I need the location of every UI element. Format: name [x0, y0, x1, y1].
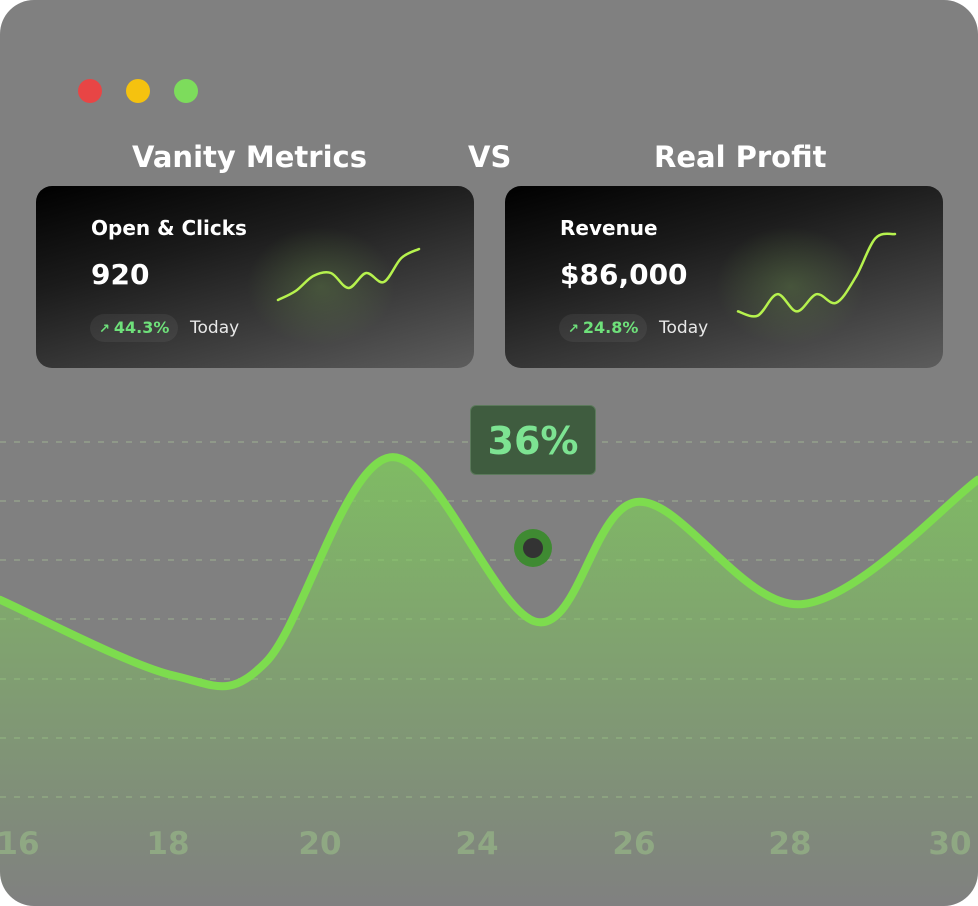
x-axis-tick-label: 24 [455, 826, 499, 862]
revenue-card[interactable]: Revenue $86,000 ↗ 24.8% Today [505, 186, 943, 368]
minimize-window-dot[interactable] [126, 79, 150, 103]
card-value: $86,000 [560, 258, 688, 291]
x-axis-tick-label: 16 [0, 826, 40, 862]
chart-series-line [0, 453, 978, 691]
chart-area-fill [0, 457, 978, 906]
period-label: Today [190, 318, 240, 338]
highlight-value-tooltip: 36% [470, 405, 596, 475]
card-glow [246, 226, 396, 346]
highlight-point [523, 538, 543, 558]
revenue-sparkline [736, 232, 897, 318]
card-label: Open & Clicks [91, 216, 247, 240]
change-value: 44.3% [113, 318, 170, 337]
open-clicks-card[interactable]: Open & Clicks 920 ↗ 44.3% Today [36, 186, 474, 368]
card-label: Revenue [560, 216, 658, 240]
x-axis-tick-label: 20 [298, 826, 342, 862]
period-label: Today [659, 318, 709, 338]
change-value: 24.8% [582, 318, 639, 337]
x-axis-tick-label: 28 [768, 826, 812, 862]
card-glow [715, 226, 865, 346]
vs-label: VS [468, 140, 512, 174]
trend-up-arrow-icon: ↗ [99, 322, 110, 337]
x-axis-tick-label: 26 [612, 826, 656, 862]
close-window-dot[interactable] [78, 79, 102, 103]
real-profit-title: Real Profit [654, 140, 827, 174]
change-badge: ↗ 24.8% [559, 314, 648, 342]
open-clicks-sparkline [276, 247, 421, 302]
card-value: 920 [91, 258, 150, 291]
vanity-metrics-title: Vanity Metrics [132, 140, 367, 174]
x-axis-tick-label: 30 [928, 826, 972, 862]
maximize-window-dot[interactable] [174, 79, 198, 103]
trend-up-arrow-icon: ↗ [568, 322, 579, 337]
change-badge: ↗ 44.3% [90, 314, 179, 342]
x-axis-tick-label: 18 [146, 826, 190, 862]
